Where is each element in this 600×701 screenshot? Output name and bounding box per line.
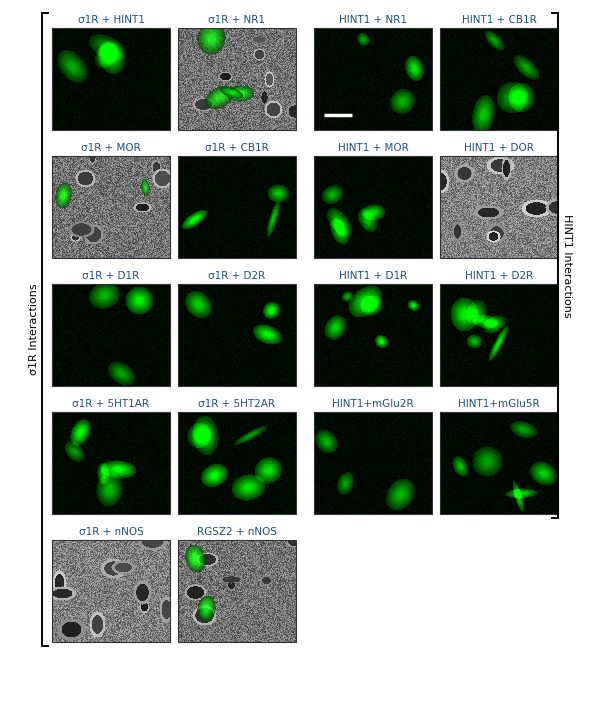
Bar — [52, 412, 170, 514]
Bar — [52, 540, 170, 642]
Text: HINT1 + CB1R: HINT1 + CB1R — [461, 15, 536, 25]
Text: HINT1 + MOR: HINT1 + MOR — [338, 143, 409, 153]
Text: σ1R + 5HT2AR: σ1R + 5HT2AR — [199, 399, 275, 409]
Text: σ1R + MOR: σ1R + MOR — [81, 143, 141, 153]
Text: RGSZ2 + nNOS: RGSZ2 + nNOS — [197, 527, 277, 537]
Bar — [178, 540, 296, 642]
Bar — [52, 156, 170, 258]
Bar — [178, 28, 296, 130]
Text: σ1R + nNOS: σ1R + nNOS — [79, 527, 143, 537]
Text: HINT1 + D1R: HINT1 + D1R — [339, 271, 407, 281]
Bar — [178, 156, 296, 258]
Bar — [178, 412, 296, 514]
Bar — [440, 28, 558, 130]
Bar — [440, 156, 558, 258]
Bar — [440, 284, 558, 386]
Bar — [314, 284, 432, 386]
Bar — [314, 28, 432, 130]
Text: HINT1+mGlu5R: HINT1+mGlu5R — [458, 399, 540, 409]
Bar — [440, 412, 558, 514]
Text: HINT1 + D2R: HINT1 + D2R — [465, 271, 533, 281]
Text: HINT1 Interactions: HINT1 Interactions — [562, 214, 572, 318]
Text: σ1R Interactions: σ1R Interactions — [29, 284, 39, 375]
Text: σ1R + 5HT1AR: σ1R + 5HT1AR — [73, 399, 149, 409]
Text: HINT1 + DOR: HINT1 + DOR — [464, 143, 534, 153]
Text: HINT1+mGlu2R: HINT1+mGlu2R — [332, 399, 414, 409]
Bar — [52, 28, 170, 130]
Bar — [52, 284, 170, 386]
Text: σ1R + D2R: σ1R + D2R — [208, 271, 266, 281]
Bar — [178, 284, 296, 386]
Text: σ1R + D1R: σ1R + D1R — [82, 271, 140, 281]
Bar — [314, 156, 432, 258]
Text: σ1R + CB1R: σ1R + CB1R — [205, 143, 269, 153]
Bar — [314, 412, 432, 514]
Text: σ1R + HINT1: σ1R + HINT1 — [77, 15, 145, 25]
Text: HINT1 + NR1: HINT1 + NR1 — [339, 15, 407, 25]
Text: σ1R + NR1: σ1R + NR1 — [209, 15, 265, 25]
